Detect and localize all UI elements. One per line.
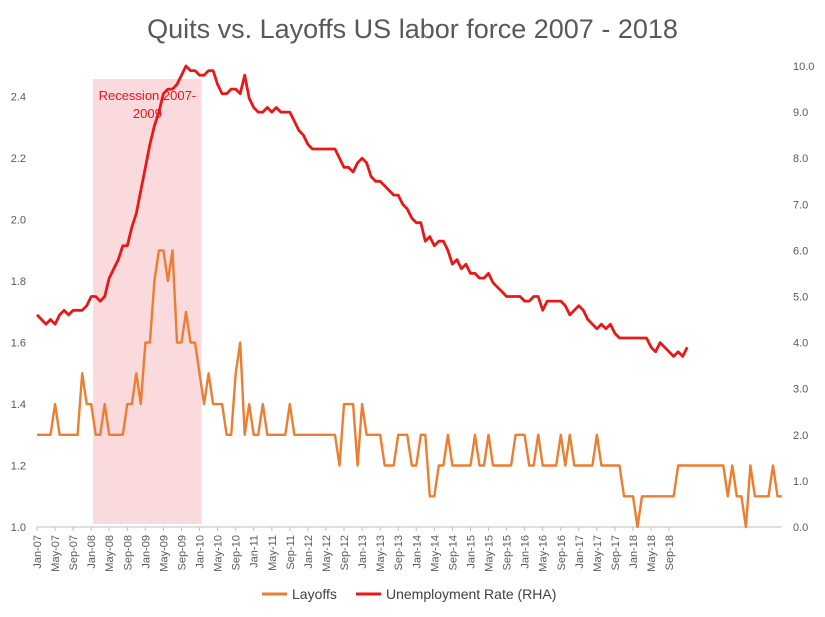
y-right-tick-label: 7.0 xyxy=(793,199,808,211)
x-tick-label: May-16 xyxy=(538,535,550,572)
x-tick-label: Jan-16 xyxy=(520,535,532,569)
y-left-tick-label: 2.4 xyxy=(11,92,26,104)
y-right-tick-label: 9.0 xyxy=(793,107,808,119)
chart-axes: 1.0 1.2 1.4 1.6 1.8 2.0 2.2 2.4 0.0 1.0 2.0 3.0 4.0 5… xyxy=(11,61,815,572)
layoffs-series-line xyxy=(37,249,782,529)
x-tick-label: Jan-15 xyxy=(465,535,477,569)
x-tick-label: Jan-17 xyxy=(574,535,586,569)
x-tick-label: Sep-16 xyxy=(556,535,568,570)
recession-label-line1: Recession 2007- xyxy=(99,88,197,103)
x-tick-label: Jan-11 xyxy=(249,535,261,568)
recession-annotation: Recession 2007- 2009 xyxy=(93,79,202,524)
x-tick-label: May-12 xyxy=(321,535,333,572)
y-right-tick-label: 10.0 xyxy=(793,61,814,73)
y-right-tick-label: 1.0 xyxy=(793,476,808,488)
unemployment-series-line xyxy=(35,64,689,358)
x-tick-label: Sep-13 xyxy=(393,535,405,570)
x-tick-label: Jan-09 xyxy=(140,535,152,569)
x-tick-label: Jan-18 xyxy=(628,535,640,569)
x-tick-label: May-07 xyxy=(50,535,62,572)
x-tick-label: Jan-13 xyxy=(357,535,369,569)
y-right-tick-label: 3.0 xyxy=(793,384,808,396)
y-left-tick-label: 1.2 xyxy=(11,461,26,473)
recession-band xyxy=(93,79,202,524)
legend-label: Unemployment Rate (RHA) xyxy=(386,586,556,602)
chart-title: Quits vs. Layoffs US labor force 2007 - … xyxy=(147,14,678,44)
x-tick-label: Jan-14 xyxy=(411,535,423,569)
x-tick-label: May-10 xyxy=(213,535,225,572)
x-tick-label: Jan-08 xyxy=(86,535,98,569)
y-left-tick-label: 1.0 xyxy=(11,522,26,534)
x-tick-label: May-17 xyxy=(592,535,604,572)
x-tick-label: Sep-12 xyxy=(339,535,351,570)
x-tick-label: Sep-07 xyxy=(68,535,80,570)
x-tick-label: Sep-11 xyxy=(285,535,297,570)
y-right-tick-label: 2.0 xyxy=(793,430,808,442)
x-tick-label: May-14 xyxy=(429,535,441,572)
x-tick-label: Sep-09 xyxy=(176,535,188,570)
x-tick-label: Jan-10 xyxy=(195,535,207,569)
x-tick-label: Sep-18 xyxy=(664,535,676,570)
y-right-tick-label: 0.0 xyxy=(793,522,808,534)
x-tick-label: Sep-14 xyxy=(447,535,459,570)
y-left-tick-label: 2.2 xyxy=(11,153,26,165)
x-tick-label: Sep-15 xyxy=(502,535,514,570)
x-tick-label: May-13 xyxy=(375,535,387,572)
x-tick-label: May-15 xyxy=(484,535,496,572)
y-left-tick-label: 1.8 xyxy=(11,276,26,288)
y-left-tick-label: 1.4 xyxy=(11,399,26,411)
x-tick-label: May-08 xyxy=(104,535,116,572)
y-right-tick-label: 6.0 xyxy=(793,245,808,257)
y-left-tick-label: 1.6 xyxy=(11,338,26,350)
x-tick-label: Sep-17 xyxy=(610,535,622,570)
y-left-tick-label: 2.0 xyxy=(11,215,26,227)
x-tick-label: May-09 xyxy=(158,535,170,572)
x-tick-label: Sep-08 xyxy=(122,535,134,570)
y-right-tick-label: 8.0 xyxy=(793,153,808,165)
chart-series xyxy=(35,64,782,529)
x-tick-label: May-11 xyxy=(267,535,279,571)
recession-label-line2: 2009 xyxy=(133,106,162,121)
x-tick-label: Jan-12 xyxy=(303,535,315,569)
y-right-tick-label: 4.0 xyxy=(793,338,808,350)
x-tick-label: Sep-10 xyxy=(231,535,243,570)
chart-legend: Layoffs Unemployment Rate (RHA) xyxy=(262,586,556,602)
legend-label: Layoffs xyxy=(292,586,337,602)
x-tick-label: Jan-07 xyxy=(32,535,44,569)
x-tick-label: May-18 xyxy=(646,535,658,572)
y-right-tick-label: 5.0 xyxy=(793,292,808,304)
